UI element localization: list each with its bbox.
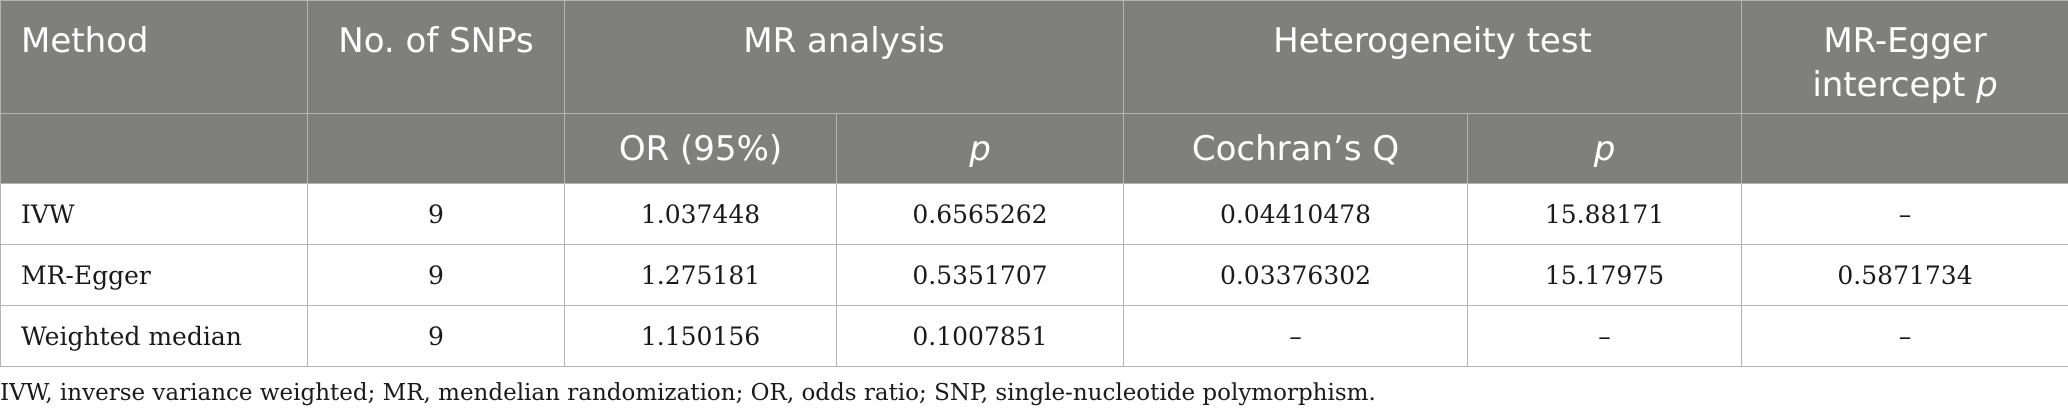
- header-or-95: OR (95%): [564, 113, 837, 184]
- header-egger-intercept-label: MR-Egger intercept p: [1742, 1, 2068, 107]
- cell-cochran-q: 0.03376302: [1123, 244, 1468, 306]
- cell-egger-p: –: [1741, 305, 2068, 367]
- header-het-p: p: [1466, 113, 1743, 184]
- header-mr-analysis-label: MR analysis: [743, 21, 945, 61]
- cell-or-95: 1.037448: [564, 183, 837, 245]
- cell-egger-p: –: [1741, 183, 2068, 245]
- cell-mr-p: 0.1007851: [836, 305, 1124, 367]
- table-row: IVW 9 1.037448 0.6565262 0.04410478 15.8…: [0, 183, 2068, 245]
- header-method-label: Method: [21, 21, 149, 61]
- cell-no-snps: 9: [307, 244, 565, 306]
- header-mr-analysis: MR analysis: [564, 0, 1124, 114]
- header-mr-p-label: p: [969, 128, 991, 169]
- header-egger-line2: intercept: [1812, 65, 1966, 105]
- header-egger-intercept: MR-Egger intercept p: [1741, 0, 2068, 114]
- cell-het-p: –: [1466, 305, 1743, 367]
- header-egger-p: p: [1976, 65, 1998, 105]
- cell-or-95: 1.150156: [564, 305, 837, 367]
- cell-cochran-q: –: [1123, 305, 1468, 367]
- table-body: IVW 9 1.037448 0.6565262 0.04410478 15.8…: [0, 183, 2068, 367]
- header-cochran-q: Cochran’s Q: [1123, 113, 1468, 184]
- header-heterogeneity-test: Heterogeneity test: [1122, 0, 1743, 114]
- cell-cochran-q: 0.04410478: [1123, 183, 1468, 245]
- header-heterogeneity-label: Heterogeneity test: [1273, 21, 1592, 61]
- header-no-snps-label: No. of SNPs: [338, 21, 534, 61]
- header-row-2: OR (95%) p Cochran’s Q p: [0, 113, 2068, 184]
- header-or-95-label: OR (95%): [618, 128, 783, 169]
- table-header: Method No. of SNPs MR analysis Heterogen…: [0, 0, 2068, 184]
- header-mr-p: p: [836, 113, 1124, 184]
- header-empty-egger: [1741, 113, 2068, 184]
- header-empty-method: [0, 113, 308, 184]
- cell-het-p: 15.88171: [1466, 183, 1743, 245]
- header-empty-snps: [307, 113, 565, 184]
- cell-no-snps: 9: [307, 183, 565, 245]
- cell-egger-p: 0.5871734: [1741, 244, 2068, 306]
- cell-method: IVW: [0, 183, 308, 245]
- cell-or-95: 1.275181: [564, 244, 837, 306]
- header-no-snps: No. of SNPs: [307, 0, 565, 114]
- results-table-container: Method No. of SNPs MR analysis Heterogen…: [0, 0, 2068, 367]
- cell-mr-p: 0.5351707: [836, 244, 1124, 306]
- table-footnote: IVW, inverse variance weighted; MR, mend…: [0, 380, 1376, 406]
- table-row: MR-Egger 9 1.275181 0.5351707 0.03376302…: [0, 244, 2068, 306]
- table-row: Weighted median 9 1.150156 0.1007851 – –…: [0, 305, 2068, 367]
- cell-method: MR-Egger: [0, 244, 308, 306]
- header-egger-line1: MR-Egger: [1823, 21, 1987, 61]
- header-het-p-label: p: [1593, 128, 1616, 169]
- cell-het-p: 15.17975: [1466, 244, 1743, 306]
- cell-mr-p: 0.6565262: [836, 183, 1124, 245]
- header-cochran-q-label: Cochran’s Q: [1191, 128, 1400, 169]
- header-row-1: Method No. of SNPs MR analysis Heterogen…: [0, 0, 2068, 114]
- header-method: Method: [0, 0, 308, 114]
- cell-method: Weighted median: [0, 305, 308, 367]
- mr-results-table: Method No. of SNPs MR analysis Heterogen…: [0, 0, 2068, 367]
- cell-no-snps: 9: [307, 305, 565, 367]
